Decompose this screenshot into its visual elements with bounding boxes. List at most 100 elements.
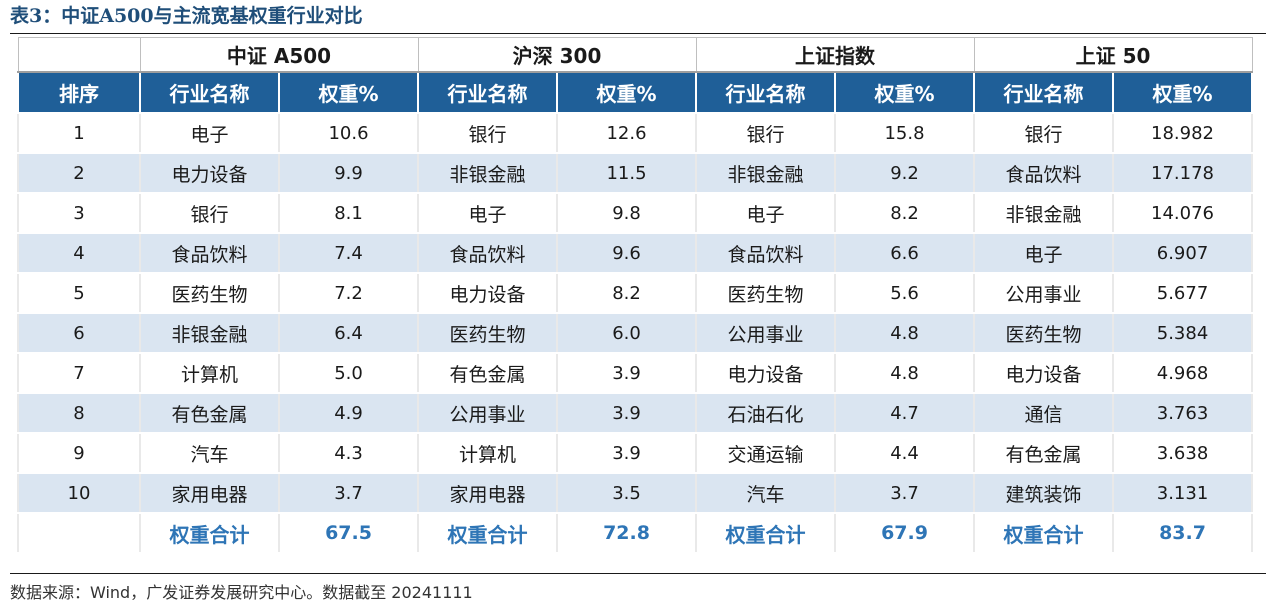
table-row: 1 电子 10.6 银行 12.6 银行 15.8 银行 18.982 bbox=[17, 112, 1254, 154]
industry-name-cell: 有色金属 bbox=[139, 392, 280, 434]
weight-cell: 4.968 bbox=[1112, 352, 1254, 394]
weight-cell: 7.4 bbox=[277, 232, 420, 274]
industry-name-cell: 银行 bbox=[695, 112, 837, 154]
weight-cell: 8.1 bbox=[277, 192, 420, 234]
industry-name-cell: 有色金属 bbox=[973, 432, 1115, 474]
weight-cell: 3.7 bbox=[834, 472, 976, 514]
table-row: 6 非银金融 6.4 医药生物 6.0 公用事业 4.8 医药生物 5.384 bbox=[17, 312, 1254, 354]
industry-name-cell: 石油石化 bbox=[695, 392, 837, 434]
industry-name-cell: 电子 bbox=[973, 232, 1115, 274]
industry-name-cell: 公用事业 bbox=[973, 272, 1115, 314]
industry-name-cell: 非银金融 bbox=[139, 312, 280, 354]
weight-cell: 12.6 bbox=[556, 112, 698, 154]
column-header-industry: 行业名称 bbox=[417, 71, 559, 114]
industry-name-cell: 电子 bbox=[139, 112, 280, 154]
table-row: 2 电力设备 9.9 非银金融 11.5 非银金融 9.2 食品饮料 17.178 bbox=[17, 152, 1254, 194]
industry-name-cell: 交通运输 bbox=[695, 432, 837, 474]
industry-name-cell: 银行 bbox=[973, 112, 1115, 154]
weight-cell: 7.2 bbox=[277, 272, 420, 314]
table-row: 3 银行 8.1 电子 9.8 电子 8.2 非银金融 14.076 bbox=[17, 192, 1254, 234]
weight-cell: 8.2 bbox=[834, 192, 976, 234]
group-header-csi-a500: 中证 A500 bbox=[139, 37, 419, 73]
industry-name-cell: 计算机 bbox=[139, 352, 280, 394]
industry-name-cell: 食品饮料 bbox=[695, 232, 837, 274]
weight-cell: 4.8 bbox=[834, 312, 976, 354]
weight-cell: 5.0 bbox=[277, 352, 420, 394]
industry-name-cell: 医药生物 bbox=[695, 272, 837, 314]
rank-cell: 9 bbox=[17, 432, 141, 474]
rank-cell: 4 bbox=[17, 232, 141, 274]
rank-cell: 2 bbox=[17, 152, 141, 194]
industry-name-cell: 公用事业 bbox=[695, 312, 837, 354]
industry-name-cell: 计算机 bbox=[417, 432, 559, 474]
column-header-rank: 排序 bbox=[17, 71, 141, 114]
column-header-industry: 行业名称 bbox=[973, 71, 1115, 114]
column-header-weight: 权重% bbox=[556, 71, 698, 114]
rank-cell: 8 bbox=[17, 392, 141, 434]
rank-cell: 10 bbox=[17, 472, 141, 514]
total-label-cell: 权重合计 bbox=[139, 512, 280, 554]
index-group-header-row: 中证 A500 沪深 300 上证指数 上证 50 bbox=[17, 37, 1253, 73]
industry-name-cell: 食品饮料 bbox=[417, 232, 559, 274]
weight-cell: 11.5 bbox=[556, 152, 698, 194]
weight-cell: 14.076 bbox=[1112, 192, 1254, 234]
weight-cell: 3.9 bbox=[556, 352, 698, 394]
weight-cell: 4.7 bbox=[834, 392, 976, 434]
industry-name-cell: 家用电器 bbox=[417, 472, 559, 514]
column-header-weight: 权重% bbox=[1112, 71, 1254, 114]
weight-cell: 6.6 bbox=[834, 232, 976, 274]
weight-cell: 6.4 bbox=[277, 312, 420, 354]
industry-name-cell: 建筑装饰 bbox=[973, 472, 1115, 514]
industry-name-cell: 食品饮料 bbox=[973, 152, 1115, 194]
total-weight-cell: 67.9 bbox=[834, 512, 976, 554]
weight-cell: 5.677 bbox=[1112, 272, 1254, 314]
weight-cell: 9.8 bbox=[556, 192, 698, 234]
total-weight-cell: 67.5 bbox=[277, 512, 420, 554]
weight-cell: 18.982 bbox=[1112, 112, 1254, 154]
title-divider bbox=[10, 33, 1266, 34]
rank-cell: 3 bbox=[17, 192, 141, 234]
industry-name-cell: 电子 bbox=[695, 192, 837, 234]
weight-cell: 10.6 bbox=[277, 112, 420, 154]
industry-name-cell: 有色金属 bbox=[417, 352, 559, 394]
industry-name-cell: 银行 bbox=[417, 112, 559, 154]
industry-name-cell: 公用事业 bbox=[417, 392, 559, 434]
weight-cell: 9.9 bbox=[277, 152, 420, 194]
total-label-cell: 权重合计 bbox=[973, 512, 1115, 554]
weight-cell: 9.6 bbox=[556, 232, 698, 274]
weight-cell: 17.178 bbox=[1112, 152, 1254, 194]
weight-cell: 3.638 bbox=[1112, 432, 1254, 474]
industry-name-cell: 非银金融 bbox=[417, 152, 559, 194]
total-row-blank bbox=[17, 512, 141, 554]
weight-cell: 3.5 bbox=[556, 472, 698, 514]
group-header-sse-50: 上证 50 bbox=[973, 37, 1253, 73]
industry-name-cell: 家用电器 bbox=[139, 472, 280, 514]
weight-cell: 4.9 bbox=[277, 392, 420, 434]
column-header-weight: 权重% bbox=[277, 71, 420, 114]
weight-cell: 9.2 bbox=[834, 152, 976, 194]
weight-cell: 15.8 bbox=[834, 112, 976, 154]
weight-cell: 3.9 bbox=[556, 432, 698, 474]
table-row: 7 计算机 5.0 有色金属 3.9 电力设备 4.8 电力设备 4.968 bbox=[17, 352, 1254, 394]
industry-name-cell: 医药生物 bbox=[973, 312, 1115, 354]
total-row: 权重合计 67.5 权重合计 72.8 权重合计 67.9 权重合计 83.7 bbox=[17, 512, 1254, 554]
group-header-sse-composite: 上证指数 bbox=[695, 37, 975, 73]
group-header-blank bbox=[17, 37, 141, 73]
column-header-industry: 行业名称 bbox=[695, 71, 837, 114]
industry-name-cell: 电力设备 bbox=[973, 352, 1115, 394]
table-row: 9 汽车 4.3 计算机 3.9 交通运输 4.4 有色金属 3.638 bbox=[17, 432, 1254, 474]
industry-name-cell: 医药生物 bbox=[139, 272, 280, 314]
weight-cell: 5.6 bbox=[834, 272, 976, 314]
industry-name-cell: 非银金融 bbox=[973, 192, 1115, 234]
industry-name-cell: 电力设备 bbox=[139, 152, 280, 194]
table-row: 4 食品饮料 7.4 食品饮料 9.6 食品饮料 6.6 电子 6.907 bbox=[17, 232, 1254, 274]
rank-cell: 5 bbox=[17, 272, 141, 314]
table-row: 5 医药生物 7.2 电力设备 8.2 医药生物 5.6 公用事业 5.677 bbox=[17, 272, 1254, 314]
industry-name-cell: 汽车 bbox=[139, 432, 280, 474]
weight-cell: 3.9 bbox=[556, 392, 698, 434]
weight-cell: 8.2 bbox=[556, 272, 698, 314]
table-row: 10 家用电器 3.7 家用电器 3.5 汽车 3.7 建筑装饰 3.131 bbox=[17, 472, 1254, 514]
footer-divider bbox=[10, 573, 1266, 574]
weight-cell: 3.763 bbox=[1112, 392, 1254, 434]
total-label-cell: 权重合计 bbox=[417, 512, 559, 554]
